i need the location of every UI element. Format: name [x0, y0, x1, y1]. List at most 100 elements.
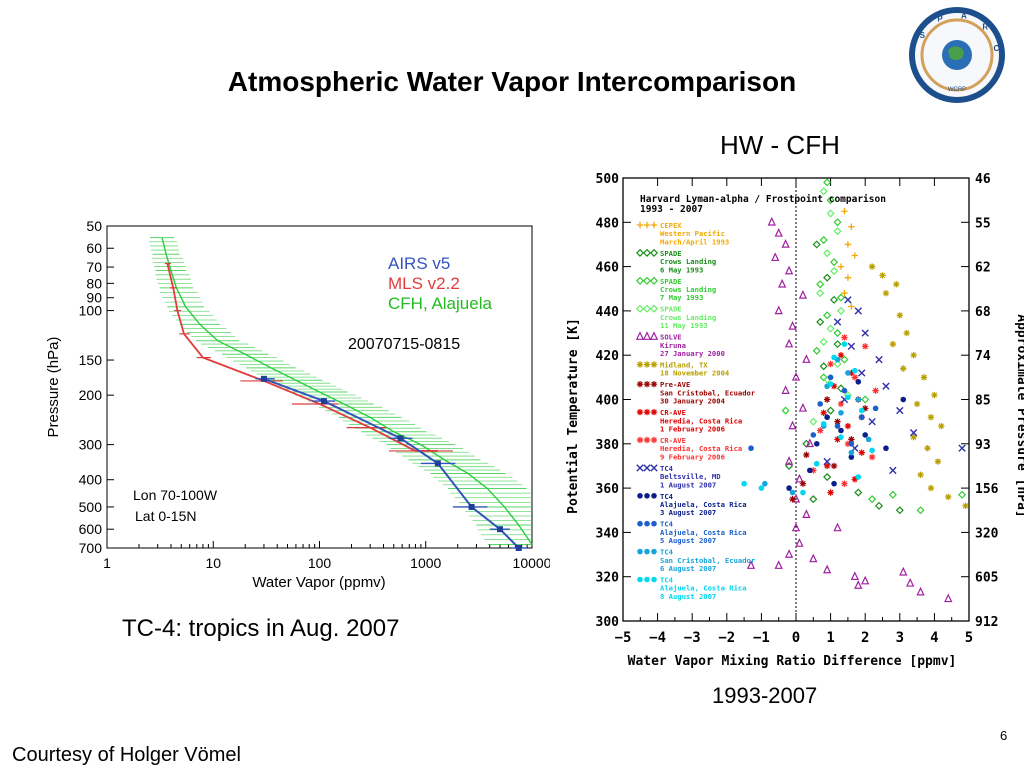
right-y-tick-label-secondary: 156 [975, 482, 999, 497]
scatter-point [831, 354, 837, 361]
right-y-tick-label-secondary: 55 [975, 216, 991, 231]
left-lon-annotation: Lon 70-100W [133, 487, 218, 503]
scatter-point [962, 502, 969, 510]
scatter-point [774, 227, 783, 237]
legend-entry-text: Crows Landing [660, 313, 716, 322]
airs-point [497, 526, 504, 533]
scatter-point [746, 560, 756, 569]
legend-entry-text: 1 August 2007 [660, 480, 716, 489]
scatter-point [931, 391, 938, 399]
scatter-point [868, 495, 877, 504]
scatter-point [900, 365, 907, 372]
right-x-tick-label: −2 [718, 630, 735, 646]
right-chart-period-caption: 1993-2007 [712, 683, 818, 708]
scatter-point [888, 490, 897, 499]
scatter-point [855, 378, 862, 385]
left-y-tick-label: 700 [79, 540, 103, 556]
legend-marker [642, 248, 652, 257]
scatter-point [830, 383, 838, 390]
scatter-point [767, 216, 776, 226]
scatter-point [805, 438, 814, 448]
legend-marker [643, 381, 651, 388]
logo-letter: A [961, 12, 967, 21]
left-y-tick-label: 90 [86, 290, 102, 306]
legend-entry-text: SPADE [660, 249, 682, 258]
scatter-point [827, 374, 834, 381]
scatter-point [899, 566, 908, 576]
scatter-point [893, 281, 900, 288]
scatter-point [816, 280, 825, 289]
scatter-point [817, 401, 824, 407]
left-y-tick-label: 400 [79, 472, 103, 488]
legend-entry-text: 9 February 2006 [660, 452, 725, 461]
scatter-point [861, 395, 870, 404]
scatter-point [836, 384, 846, 393]
legend-entry-text: 18 November 2004 [660, 369, 729, 378]
right-y-tick-label: 360 [596, 482, 620, 497]
scatter-point [879, 272, 886, 279]
scatter-point [851, 476, 859, 483]
left-x-tick-label: 1 [103, 555, 111, 571]
scatter-point [882, 382, 890, 390]
scatter-point [844, 241, 852, 248]
scatter-point [800, 489, 806, 496]
scatter-point [826, 209, 835, 218]
legend-marker [635, 304, 645, 313]
scatter-point [836, 306, 846, 315]
legend-entry-text: Crows Landing [660, 257, 716, 266]
scatter-point [851, 374, 859, 381]
sparc-logo: S P A R C WCRP [909, 7, 1005, 103]
scatter-point [862, 405, 869, 412]
scatter-point [831, 480, 837, 487]
legend-entry-text: Crows Landing [660, 285, 716, 294]
logo-letter: S [920, 31, 926, 40]
scatter-point [791, 371, 801, 381]
legend-marker [642, 276, 652, 285]
left-legend-label-mls: MLS v2.2 [388, 274, 460, 293]
legend-entry-text: Heredia, Costa Rica [660, 444, 742, 453]
scatter-point [833, 227, 842, 236]
scatter-point [837, 352, 845, 359]
scatter-point [789, 489, 796, 496]
page-number: 6 [1000, 728, 1008, 743]
scatter-point [817, 427, 824, 434]
scatter-point [836, 293, 846, 302]
scatter-point [854, 580, 863, 589]
legend-entry-text: 6 May 1993 [660, 265, 703, 274]
scatter-point [784, 265, 794, 275]
scatter-point [823, 178, 832, 187]
scatter-point [895, 506, 904, 515]
scatter-point [823, 249, 832, 258]
right-chart-caption: HW - CFH [720, 130, 840, 160]
scatter-point [774, 560, 783, 569]
scatter-point [791, 493, 801, 503]
right-y-axis-label: Potential Temperature [K] [566, 318, 581, 514]
legend-marker [650, 381, 658, 388]
scatter-point [903, 329, 910, 337]
legend-marker [643, 436, 651, 444]
scatter-point [872, 387, 879, 394]
legend-entry-text: SPADE [660, 277, 682, 286]
scatter-point [848, 369, 855, 377]
scatter-point [789, 495, 796, 503]
legend-entry-text: Western Pacific [660, 229, 725, 238]
right-y-tick-label: 440 [596, 305, 620, 320]
scatter-point [809, 417, 818, 426]
legend-entry-text: 7 May 1993 [660, 293, 703, 302]
scatter-point [833, 329, 842, 338]
scatter-point [833, 360, 842, 369]
scatter-point [781, 239, 790, 248]
scatter-point [788, 420, 797, 430]
legend-entry-text: CEPEX [660, 221, 682, 230]
legend-marker [636, 436, 644, 444]
scatter-point [844, 440, 852, 447]
scatter-point [872, 405, 879, 412]
legend-marker [649, 276, 659, 285]
right-x-tick-label: 5 [965, 630, 973, 646]
legend-entry-text: 5 August 2007 [660, 536, 716, 545]
scatter-point [900, 396, 907, 403]
right-y-tick-label: 320 [596, 571, 620, 586]
scatter-point [916, 586, 925, 596]
scatter-point [889, 466, 897, 475]
scatter-point [875, 355, 883, 364]
